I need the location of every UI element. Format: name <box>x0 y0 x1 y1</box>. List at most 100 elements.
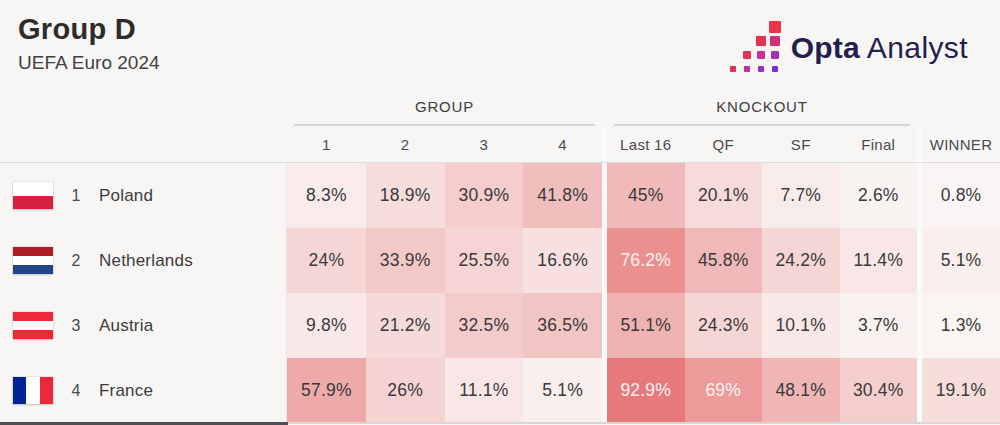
column-header-knockout: QF <box>685 126 763 162</box>
flag-icon <box>13 182 53 209</box>
team-name: Netherlands <box>99 251 193 271</box>
table-row: 2Netherlands24%33.9%25.5%16.6%76.2%45.8%… <box>0 228 1000 293</box>
table-body: 1Poland8.3%18.9%30.9%41.8%45%20.1%7.7%2.… <box>0 162 1000 423</box>
team-name: Austria <box>99 316 153 336</box>
flag-stripe <box>26 377 39 404</box>
header: Group D UEFA Euro 2024 OptaAnalyst <box>0 0 1000 90</box>
value-cell: 57.9% <box>287 358 366 423</box>
team-position: 4 <box>53 382 99 400</box>
team-position: 1 <box>53 187 99 205</box>
logo-square <box>771 51 779 59</box>
opta-logo-text-regular: Analyst <box>867 31 968 64</box>
value-cell: 0.8% <box>922 163 1000 228</box>
flag-icon <box>13 377 53 404</box>
value-cell: 24% <box>287 228 366 293</box>
opta-group-d-graphic: Group D UEFA Euro 2024 OptaAnalyst GROUP… <box>0 0 1000 425</box>
value-cell: 19.1% <box>922 358 1000 423</box>
column-header-knockout: Final <box>840 126 918 162</box>
team-cell: 1Poland <box>0 163 287 228</box>
flag-stripe <box>13 377 26 404</box>
value-cell: 32.5% <box>445 293 524 358</box>
value-cell: 24.2% <box>762 228 840 293</box>
winner-column-header: WINNER <box>922 126 1000 162</box>
column-header-knockout: Last 16 <box>607 126 685 162</box>
opta-logo-text: OptaAnalyst <box>791 33 968 63</box>
flag-stripe <box>13 321 53 330</box>
logo-square <box>770 36 780 46</box>
logo-square <box>769 21 781 33</box>
opta-logo-text-bold: Opta <box>791 31 860 64</box>
flag-stripe <box>13 312 53 321</box>
column-header-knockout: SF <box>762 126 840 162</box>
flag-stripe <box>13 196 53 210</box>
logo-square <box>756 36 766 46</box>
team-cell: 4France <box>0 358 287 423</box>
value-cell: 11.4% <box>840 228 918 293</box>
probability-table: GROUP KNOCKOUT 1234Last 16QFSFFinalWINNE… <box>0 90 1000 423</box>
column-header-group: 3 <box>445 126 524 162</box>
page-subtitle: UEFA Euro 2024 <box>18 53 160 72</box>
value-cell: 48.1% <box>762 358 840 423</box>
flag-stripe <box>13 256 53 265</box>
flag-icon <box>13 247 53 274</box>
value-cell: 76.2% <box>607 228 685 293</box>
value-cell: 9.8% <box>287 293 366 358</box>
logo-square <box>743 51 751 59</box>
column-header-group: 4 <box>523 126 602 162</box>
team-name: France <box>99 381 153 401</box>
bottom-divider-line <box>288 422 1000 424</box>
value-cell: 36.5% <box>523 293 602 358</box>
flag-stripe <box>13 265 53 274</box>
team-name: Poland <box>99 186 153 206</box>
team-cell: 3Austria <box>0 293 287 358</box>
team-position: 3 <box>53 317 99 335</box>
value-cell: 51.1% <box>607 293 685 358</box>
column-header-spacer <box>0 126 287 162</box>
section-header-row: GROUP KNOCKOUT <box>0 90 1000 126</box>
flag-stripe <box>13 330 53 339</box>
value-cell: 5.1% <box>922 228 1000 293</box>
value-cell: 92.9% <box>607 358 685 423</box>
flag-icon <box>13 312 53 339</box>
logo-square <box>757 51 765 59</box>
value-cell: 18.9% <box>366 163 445 228</box>
table-row: 1Poland8.3%18.9%30.9%41.8%45%20.1%7.7%2.… <box>0 163 1000 228</box>
logo-square <box>772 66 778 72</box>
team-cell: 2Netherlands <box>0 228 287 293</box>
logo-square <box>758 66 764 72</box>
flag-stripe <box>13 247 53 256</box>
logo-square <box>744 66 750 72</box>
value-cell: 10.1% <box>762 293 840 358</box>
value-cell: 24.3% <box>685 293 763 358</box>
flag-stripe <box>40 377 53 404</box>
table-row: 3Austria9.8%21.2%32.5%36.5%51.1%24.3%10.… <box>0 293 1000 358</box>
title-block: Group D UEFA Euro 2024 <box>18 15 160 72</box>
value-cell: 30.9% <box>445 163 524 228</box>
group-section-header: GROUP <box>294 98 595 126</box>
value-cell: 45% <box>607 163 685 228</box>
value-cell: 25.5% <box>445 228 524 293</box>
value-cell: 8.3% <box>287 163 366 228</box>
value-cell: 7.7% <box>762 163 840 228</box>
value-cell: 11.1% <box>445 358 524 423</box>
value-cell: 1.3% <box>922 293 1000 358</box>
opta-analyst-logo: OptaAnalyst <box>727 21 968 75</box>
column-header-row: 1234Last 16QFSFFinalWINNER <box>0 126 1000 162</box>
value-cell: 26% <box>366 358 445 423</box>
value-cell: 21.2% <box>366 293 445 358</box>
value-cell: 41.8% <box>523 163 602 228</box>
value-cell: 5.1% <box>523 358 602 423</box>
value-cell: 33.9% <box>366 228 445 293</box>
value-cell: 16.6% <box>523 228 602 293</box>
column-header-group: 2 <box>366 126 445 162</box>
team-position: 2 <box>53 252 99 270</box>
opta-logo-icon <box>727 21 781 75</box>
value-cell: 2.6% <box>840 163 918 228</box>
page-title: Group D <box>18 15 160 44</box>
value-cell: 45.8% <box>685 228 763 293</box>
value-cell: 69% <box>685 358 763 423</box>
table-row: 4France57.9%26%11.1%5.1%92.9%69%48.1%30.… <box>0 358 1000 423</box>
knockout-section-header: KNOCKOUT <box>614 98 910 126</box>
flag-stripe <box>13 182 53 196</box>
column-header-group: 1 <box>287 126 366 162</box>
